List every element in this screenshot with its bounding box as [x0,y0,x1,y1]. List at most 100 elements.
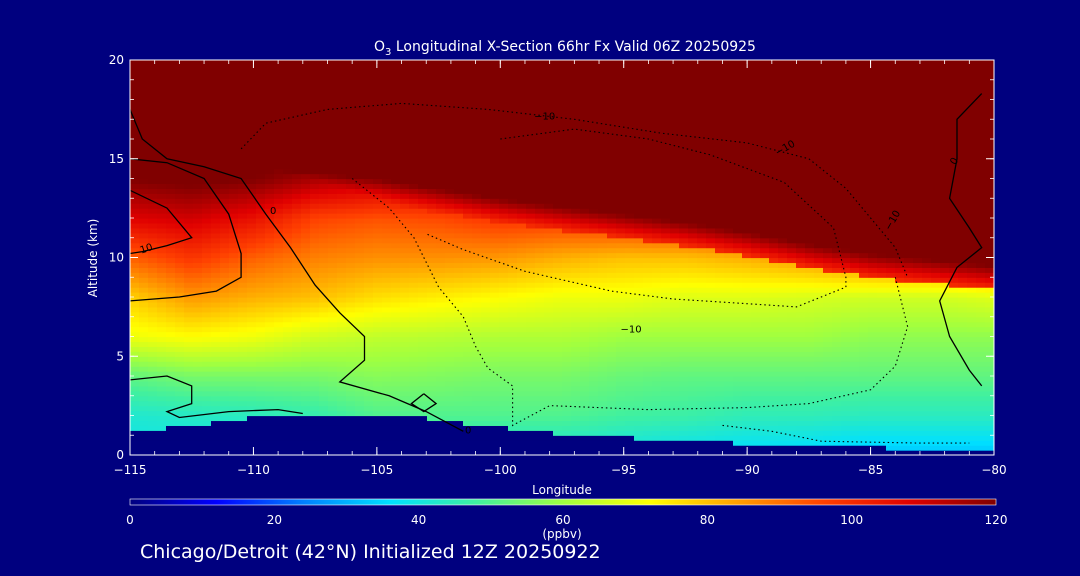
heatmap-cell [436,400,446,407]
heatmap-cell [202,272,212,278]
heatmap-cell [292,232,302,239]
heatmap-cell [679,60,689,66]
heatmap-cell [679,84,689,91]
heatmap-cell [661,94,671,101]
heatmap-cell [328,385,338,392]
heatmap-cell [427,385,437,392]
heatmap-cell [508,292,518,298]
heatmap-cell [508,134,518,140]
heatmap-cell [598,371,608,377]
heatmap-cell [454,237,464,244]
heatmap-cell [364,74,374,81]
heatmap-cell [283,311,293,318]
heatmap-cell [544,109,554,115]
heatmap-cell [292,218,302,224]
heatmap-cell [400,252,410,259]
heatmap-cell [337,371,347,377]
heatmap-cell [265,247,275,254]
heatmap-cell [382,321,392,328]
heatmap-cell [355,252,365,259]
heatmap-cell [139,262,149,268]
heatmap-cell [274,168,284,175]
heatmap-cell [643,74,653,81]
heatmap-cell [373,331,383,338]
heatmap-cell [679,168,689,175]
heatmap-cell [526,109,536,115]
heatmap-cell [526,69,536,76]
heatmap-cell [355,366,365,372]
heatmap-cell [337,440,347,446]
heatmap-cell [517,272,527,278]
heatmap-cell [661,257,671,264]
heatmap-cell [328,139,338,145]
heatmap-cell [679,99,689,106]
heatmap-cell [184,148,194,155]
heatmap-cell [310,193,320,199]
heatmap-cell [337,445,347,451]
heatmap-cell [418,331,428,338]
heatmap-cell [526,163,536,170]
heatmap-cell [157,341,167,347]
heatmap-cell [193,94,203,101]
heatmap-cell [481,390,491,397]
heatmap-cell [157,366,167,372]
heatmap-cell [499,267,509,273]
heatmap-cell [193,129,203,135]
heatmap-cell [274,301,284,308]
heatmap-cell [211,445,221,451]
heatmap-cell [580,183,590,189]
heatmap-cell [427,400,437,407]
heatmap-cell [481,208,491,214]
heatmap-cell [274,198,284,204]
heatmap-cell [265,134,275,140]
heatmap-cell [166,351,176,357]
heatmap-cell [157,124,167,130]
heatmap-cell [355,351,365,357]
heatmap-cell [166,415,176,422]
heatmap-cell [382,60,392,66]
heatmap-cell [319,380,329,387]
heatmap-cell [634,124,644,130]
heatmap-cell [211,376,221,382]
heatmap-cell [292,114,302,120]
heatmap-cell [301,306,311,313]
heatmap-cell [562,99,572,106]
heatmap-cell [607,148,617,155]
heatmap-cell [643,366,653,372]
heatmap-cell [202,405,212,412]
heatmap-cell [247,445,257,451]
heatmap-cell [580,316,590,323]
heatmap-cell [418,435,428,441]
heatmap-cell [148,341,158,347]
heatmap-cell [670,99,680,106]
heatmap-cell [481,346,491,352]
heatmap-cell [346,218,356,224]
heatmap-cell [472,385,482,392]
heatmap-cell [391,292,401,298]
heatmap-cell [499,129,509,135]
heatmap-cell [427,292,437,298]
heatmap-cell [409,247,419,254]
heatmap-cell [499,139,509,145]
heatmap-cell [139,366,149,372]
heatmap-cell [643,178,653,185]
heatmap-cell [526,143,536,150]
heatmap-cell [346,232,356,239]
heatmap-cell [319,450,329,455]
heatmap-cell [139,183,149,189]
heatmap-cell [373,247,383,254]
heatmap-cell [391,341,401,347]
heatmap-cell [211,267,221,273]
heatmap-cell [445,178,455,185]
heatmap-cell [301,297,311,303]
heatmap-cell [400,222,410,229]
heatmap-cell [472,390,482,397]
heatmap-cell [391,218,401,224]
heatmap-cell [373,380,383,387]
heatmap-cell [490,252,500,259]
heatmap-cell [526,84,536,91]
heatmap-cell [679,148,689,155]
heatmap-cell [625,69,635,76]
heatmap-cell [364,366,374,372]
heatmap-cell [607,410,617,417]
